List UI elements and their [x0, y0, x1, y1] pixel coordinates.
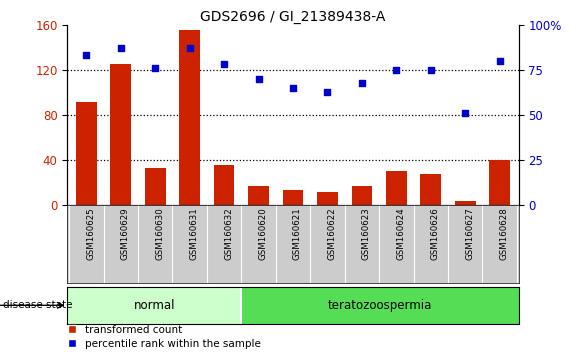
Bar — [420, 174, 441, 205]
Text: GSM160625: GSM160625 — [86, 208, 96, 261]
Bar — [489, 160, 510, 205]
Bar — [352, 186, 372, 205]
Bar — [386, 171, 407, 205]
Bar — [282, 189, 304, 205]
Point — [323, 89, 332, 95]
Point — [461, 110, 470, 116]
Bar — [214, 165, 234, 205]
Point — [254, 76, 263, 82]
Text: GSM160626: GSM160626 — [431, 208, 440, 261]
Text: GSM160622: GSM160622 — [328, 208, 336, 261]
Point — [116, 45, 125, 51]
Point — [288, 85, 298, 91]
Text: GSM160620: GSM160620 — [258, 208, 268, 261]
Text: GSM160623: GSM160623 — [362, 208, 371, 261]
Point — [81, 53, 91, 58]
Text: normal: normal — [134, 299, 175, 312]
Text: GSM160621: GSM160621 — [293, 208, 302, 261]
Point — [357, 80, 367, 85]
Bar — [241, 287, 519, 324]
Bar — [455, 201, 476, 205]
Text: GSM160628: GSM160628 — [500, 208, 509, 261]
Bar — [110, 64, 131, 205]
Point — [391, 67, 401, 73]
Point — [426, 67, 435, 73]
Legend: transformed count, percentile rank within the sample: transformed count, percentile rank withi… — [67, 325, 261, 349]
Text: GSM160624: GSM160624 — [396, 208, 406, 261]
Bar — [145, 168, 166, 205]
Point — [151, 65, 160, 71]
Text: disease state: disease state — [3, 300, 73, 310]
Text: GSM160627: GSM160627 — [465, 208, 474, 261]
Point — [219, 62, 229, 67]
Text: teratozoospermia: teratozoospermia — [328, 299, 432, 312]
Text: GSM160632: GSM160632 — [224, 208, 233, 261]
Text: GSM160631: GSM160631 — [190, 208, 199, 261]
Text: GSM160629: GSM160629 — [121, 208, 130, 260]
Bar — [76, 102, 97, 205]
Bar — [248, 186, 269, 205]
Point — [185, 45, 195, 51]
Bar — [67, 287, 241, 324]
Bar — [317, 192, 338, 205]
Text: GSM160630: GSM160630 — [155, 208, 164, 261]
Title: GDS2696 / GI_21389438-A: GDS2696 / GI_21389438-A — [200, 10, 386, 24]
Bar — [179, 30, 200, 205]
Point — [495, 58, 505, 64]
